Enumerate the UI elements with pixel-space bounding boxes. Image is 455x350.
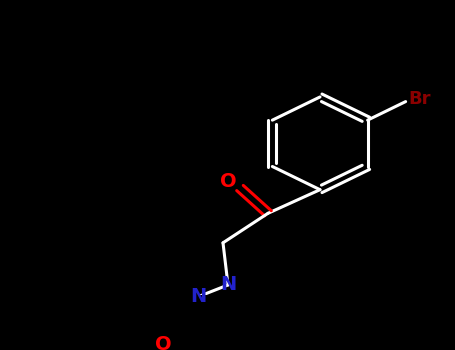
Text: O: O xyxy=(155,335,172,350)
Text: O: O xyxy=(220,172,236,191)
Text: N: N xyxy=(190,287,206,306)
Text: N: N xyxy=(220,275,236,294)
Text: Br: Br xyxy=(409,90,431,108)
